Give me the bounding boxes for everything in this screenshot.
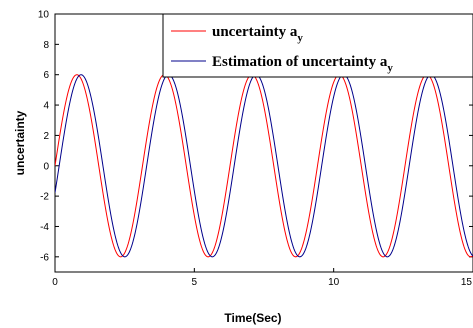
y-tick-label: -2 bbox=[40, 192, 49, 203]
y-tick-label: 10 bbox=[38, 10, 50, 21]
legend-box bbox=[162, 13, 473, 78]
y-axis-label: uncertainty bbox=[13, 110, 27, 175]
x-tick-label: 5 bbox=[192, 277, 198, 288]
legend-label-uncertainty-main: uncertainty a bbox=[212, 24, 298, 40]
x-tick-label: 10 bbox=[328, 277, 340, 288]
legend-label-estimation-sub: y bbox=[387, 62, 393, 74]
x-axis-label: Time(Sec) bbox=[224, 311, 281, 325]
y-tick-label: 6 bbox=[43, 70, 49, 81]
x-tick-label: 15 bbox=[461, 277, 473, 288]
y-tick-label: 4 bbox=[43, 101, 49, 112]
legend-label-estimation-main: Estimation of uncertainty a bbox=[212, 54, 388, 70]
legend-label-uncertainty-sub: y bbox=[297, 32, 303, 44]
series-layer bbox=[55, 74, 473, 258]
x-tick-label: 0 bbox=[52, 277, 58, 288]
y-tick-label: -4 bbox=[40, 222, 49, 233]
legend-label-estimation: Estimation of uncertainty ay bbox=[212, 54, 393, 74]
legend: uncertainty ay Estimation of uncertainty… bbox=[162, 13, 473, 78]
series-line-uncertainty bbox=[55, 74, 473, 258]
y-axis-ticks: -6 -4 -2 0 2 4 6 8 10 bbox=[38, 10, 473, 263]
legend-label-uncertainty: uncertainty ay bbox=[212, 24, 303, 44]
series-line-estimation bbox=[55, 74, 473, 258]
y-tick-label: -6 bbox=[40, 252, 49, 263]
y-tick-label: 2 bbox=[43, 131, 49, 142]
y-tick-label: 0 bbox=[43, 161, 49, 172]
y-tick-label: 8 bbox=[43, 40, 49, 51]
